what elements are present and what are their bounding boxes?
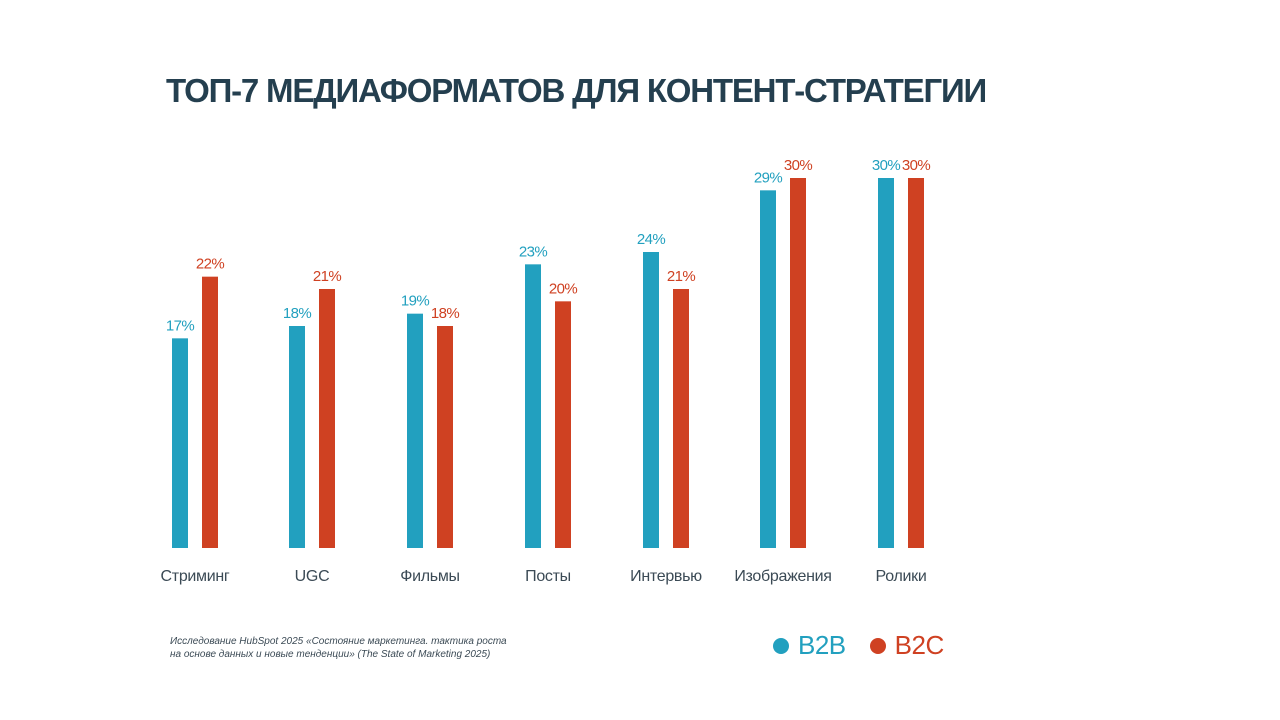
bar-b2b xyxy=(525,264,541,548)
value-label-b2b: 17% xyxy=(166,317,194,334)
legend-dot-b2b xyxy=(773,637,789,654)
bar-b2c xyxy=(555,301,571,548)
source-line-1: Исследование HubSpot 2025 «Состояние мар… xyxy=(170,636,507,647)
bar-group: 23% 20% Посты xyxy=(519,243,578,585)
category-label: Посты xyxy=(525,568,571,585)
value-label-b2c: 20% xyxy=(549,280,577,297)
value-label-b2b: 29% xyxy=(754,169,782,186)
bar-b2b xyxy=(172,338,188,548)
category-label: Ролики xyxy=(876,568,927,585)
value-label-b2b: 18% xyxy=(283,305,311,322)
bar-group: 29%30% Изображения xyxy=(734,157,832,585)
bar-b2b xyxy=(407,313,423,548)
category-label: Фильмы xyxy=(400,568,459,585)
bar-group: 19%18% Фильмы xyxy=(400,293,460,585)
bar-b2c xyxy=(437,326,453,548)
source-note: Исследование HubSpot 2025 «Состояние мар… xyxy=(170,635,507,661)
bar-b2c xyxy=(202,276,218,548)
value-label-b2c: 21% xyxy=(667,268,695,285)
legend-label-b2c: B2C xyxy=(894,630,945,660)
value-label-b2c: 18% xyxy=(431,305,459,322)
value-label-b2c: 22% xyxy=(196,256,224,273)
legend-item-b2b: B2B xyxy=(773,630,846,661)
bar-group: 17% 22% Стриминг xyxy=(161,256,231,585)
legend-dot-b2c xyxy=(869,637,886,654)
chart-title: ТОП-7 МЕДИАФОРМАТОВ ДЛЯ КОНТЕНТ-СТРАТЕГИ… xyxy=(166,72,987,109)
bar-group: 18% 21% UGC xyxy=(283,268,342,585)
bar-b2c xyxy=(673,289,689,548)
value-label-b2b: 23% xyxy=(519,243,547,260)
bar-b2b xyxy=(760,190,776,549)
category-label: Изображения xyxy=(734,568,831,585)
bar-b2b xyxy=(878,178,894,548)
value-label-b2c: 21% xyxy=(313,268,341,285)
value-label-b2c: 30% xyxy=(784,157,812,174)
bar-group: 24% 21% Интервью xyxy=(630,231,702,585)
value-label-b2c: 30% xyxy=(902,157,930,174)
value-label-b2b: 30% xyxy=(872,157,900,174)
legend-label-b2b: B2B xyxy=(798,630,846,660)
bar-b2c xyxy=(908,178,924,548)
source-line-2: на основе данных и новые тенденции» (The… xyxy=(170,649,491,660)
bar-b2c xyxy=(790,178,806,548)
value-label-b2b: 24% xyxy=(637,231,665,248)
category-label: UGC xyxy=(295,568,330,585)
legend: B2B B2C xyxy=(773,630,968,661)
bar-group: 30% 30% Ролики xyxy=(872,157,931,585)
bar-b2b xyxy=(643,252,659,548)
category-label: Стриминг xyxy=(161,568,230,585)
legend-item-b2c: B2C xyxy=(869,630,945,661)
value-label-b2b: 19% xyxy=(401,293,429,310)
bar-b2b xyxy=(289,326,305,548)
bar-b2c xyxy=(319,289,335,548)
category-label: Интервью xyxy=(630,568,702,585)
